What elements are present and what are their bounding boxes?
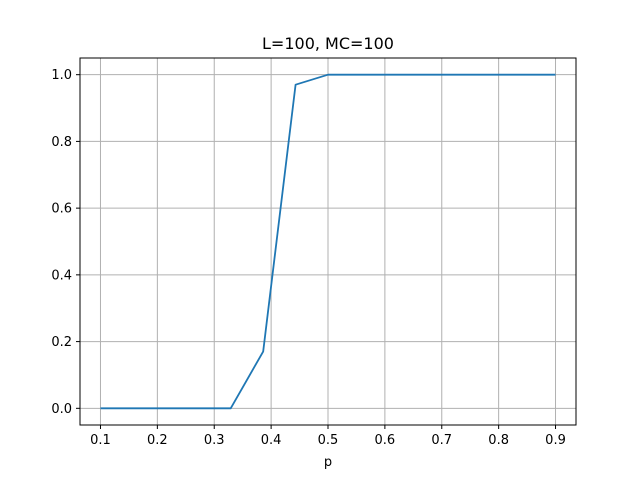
y-tick-label: 0.0 (51, 402, 72, 417)
series-group (100, 73, 556, 410)
grid (80, 58, 576, 425)
x-tick-label: 0.8 (488, 433, 509, 448)
x-tick-label: 0.4 (261, 433, 282, 448)
x-tick-label: 0.1 (90, 433, 111, 448)
x-tick-label: 0.6 (375, 433, 396, 448)
y-axis-ticks: 0.0 0.2 0.4 0.6 0.8 1.0 (51, 68, 80, 417)
series-line (100, 73, 556, 410)
x-tick-label: 0.7 (431, 433, 452, 448)
chart-title: L=100, MC=100 (262, 34, 394, 53)
y-tick-label: 0.4 (51, 268, 72, 283)
x-tick-label: 0.3 (204, 433, 225, 448)
y-tick-label: 1.0 (51, 68, 72, 83)
x-tick-label: 0.5 (318, 433, 339, 448)
x-axis-label: p (324, 455, 332, 470)
y-tick-label: 0.6 (51, 202, 72, 217)
x-axis-ticks: 0.1 0.2 0.3 0.4 0.5 0.6 0.7 0.8 0.9 (90, 425, 566, 448)
y-tick-label: 0.8 (51, 135, 72, 150)
x-tick-label: 0.2 (147, 433, 168, 448)
x-tick-label: 0.9 (545, 433, 566, 448)
y-tick-label: 0.2 (51, 335, 72, 350)
